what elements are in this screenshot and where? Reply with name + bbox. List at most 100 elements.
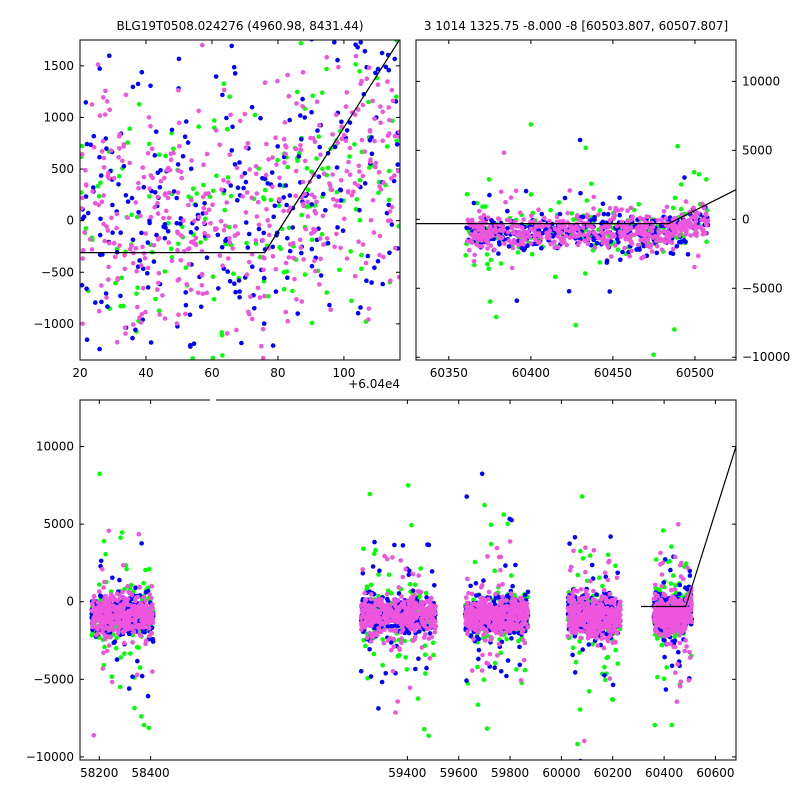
x-tick-label: 40	[138, 366, 153, 380]
data-point	[113, 646, 119, 651]
data-point	[398, 558, 404, 563]
data-point	[604, 655, 609, 661]
data-point	[148, 595, 154, 601]
data-point	[654, 238, 659, 244]
data-point	[613, 647, 618, 653]
data-point	[418, 616, 424, 622]
data-point	[496, 240, 502, 245]
data-point	[499, 622, 504, 627]
data-point	[479, 244, 485, 249]
data-point	[139, 673, 145, 679]
data-point	[372, 551, 377, 556]
data-point	[585, 237, 590, 242]
data-point	[396, 168, 400, 174]
data-point	[592, 245, 598, 250]
data-point	[386, 67, 392, 73]
data-point	[98, 615, 103, 621]
data-point	[468, 633, 474, 638]
data-point	[107, 602, 113, 608]
data-point	[510, 230, 516, 236]
data-point	[671, 221, 677, 227]
data-point	[178, 258, 184, 263]
data-point	[598, 225, 604, 230]
data-point	[285, 72, 290, 78]
data-point	[583, 145, 588, 151]
data-point	[642, 236, 648, 241]
data-point	[104, 99, 110, 104]
data-point	[287, 242, 293, 247]
data-point	[98, 216, 103, 222]
x-tick-label: 60400	[512, 366, 550, 380]
data-point	[83, 226, 89, 231]
data-point	[519, 622, 525, 628]
data-point	[649, 229, 655, 234]
data-point	[360, 608, 366, 614]
data-point	[100, 606, 106, 612]
data-point	[133, 200, 139, 205]
data-point	[425, 542, 430, 547]
data-point	[505, 226, 510, 231]
data-point	[509, 573, 514, 578]
data-point	[118, 293, 123, 299]
data-point	[338, 177, 344, 183]
data-point	[386, 202, 392, 208]
data-point	[521, 234, 527, 240]
data-point	[389, 222, 395, 227]
data-point	[83, 167, 88, 173]
data-point	[147, 220, 152, 226]
data-point	[253, 238, 259, 243]
data-point	[305, 199, 310, 205]
data-point	[699, 217, 704, 223]
data-point	[363, 260, 369, 266]
data-point	[632, 232, 637, 238]
data-point	[386, 105, 392, 110]
data-point	[700, 227, 706, 233]
data-point	[493, 314, 499, 320]
data-point	[422, 726, 427, 732]
data-point	[140, 266, 146, 272]
data-point	[130, 624, 136, 630]
data-point	[364, 76, 370, 81]
data-point	[302, 191, 308, 197]
data-point	[268, 197, 274, 203]
data-point	[369, 151, 375, 157]
data-point	[479, 616, 484, 622]
data-point	[569, 223, 575, 229]
data-point	[579, 494, 585, 499]
data-point	[359, 137, 365, 143]
data-point	[139, 618, 144, 623]
data-point	[391, 644, 397, 650]
data-point	[615, 247, 621, 252]
data-point	[483, 616, 488, 622]
data-point	[486, 589, 492, 595]
data-point	[224, 115, 229, 121]
data-point	[127, 126, 132, 131]
data-point	[672, 195, 678, 201]
data-point	[430, 603, 436, 609]
data-point	[295, 158, 300, 164]
data-point	[500, 594, 505, 600]
data-point	[587, 553, 593, 558]
data-point	[130, 260, 136, 266]
data-point	[400, 574, 406, 580]
data-point	[692, 264, 697, 270]
data-point	[298, 143, 303, 148]
data-point	[425, 616, 430, 621]
data-point	[589, 562, 595, 568]
data-point	[124, 566, 129, 572]
data-point	[228, 193, 234, 199]
data-point	[261, 267, 266, 273]
data-point	[661, 209, 667, 214]
data-point	[210, 355, 216, 360]
data-point	[397, 614, 403, 620]
data-point	[473, 581, 479, 586]
data-point	[356, 163, 362, 169]
data-point	[100, 252, 105, 257]
data-point	[480, 226, 486, 232]
data-point	[133, 246, 139, 251]
data-point	[481, 213, 487, 218]
data-point	[351, 189, 356, 194]
data-point	[357, 217, 363, 223]
data-point	[571, 231, 576, 236]
data-point	[517, 644, 522, 650]
